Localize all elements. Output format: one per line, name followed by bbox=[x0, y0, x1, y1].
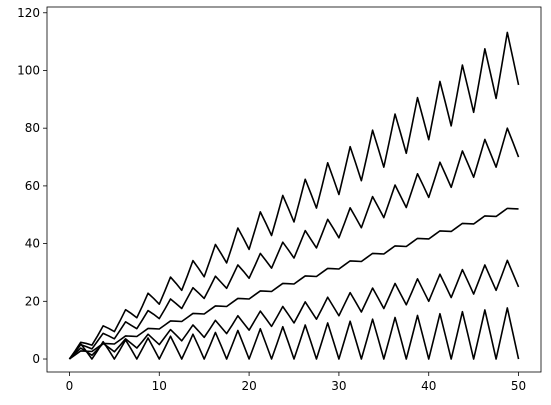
x-tick-label: 10 bbox=[152, 379, 167, 393]
x-tick-label: 20 bbox=[241, 379, 256, 393]
y-tick-label: 20 bbox=[25, 294, 40, 308]
y-tick-label: 0 bbox=[32, 352, 40, 366]
line-series bbox=[68, 31, 520, 360]
plot-frame bbox=[46, 6, 542, 373]
y-tick-label: 100 bbox=[17, 63, 40, 77]
x-tick-label: 40 bbox=[421, 379, 436, 393]
y-tick-label: 120 bbox=[17, 6, 40, 20]
line-series bbox=[68, 259, 520, 360]
y-tick-label: 80 bbox=[25, 121, 40, 135]
x-tick-label: 50 bbox=[511, 379, 526, 393]
line-series bbox=[68, 127, 520, 360]
line-series bbox=[68, 207, 519, 360]
x-tick-label: 0 bbox=[66, 379, 74, 393]
line-series bbox=[68, 307, 520, 360]
x-tick-label: 30 bbox=[331, 379, 346, 393]
y-tick-label: 40 bbox=[25, 237, 40, 251]
y-tick-label: 60 bbox=[25, 179, 40, 193]
